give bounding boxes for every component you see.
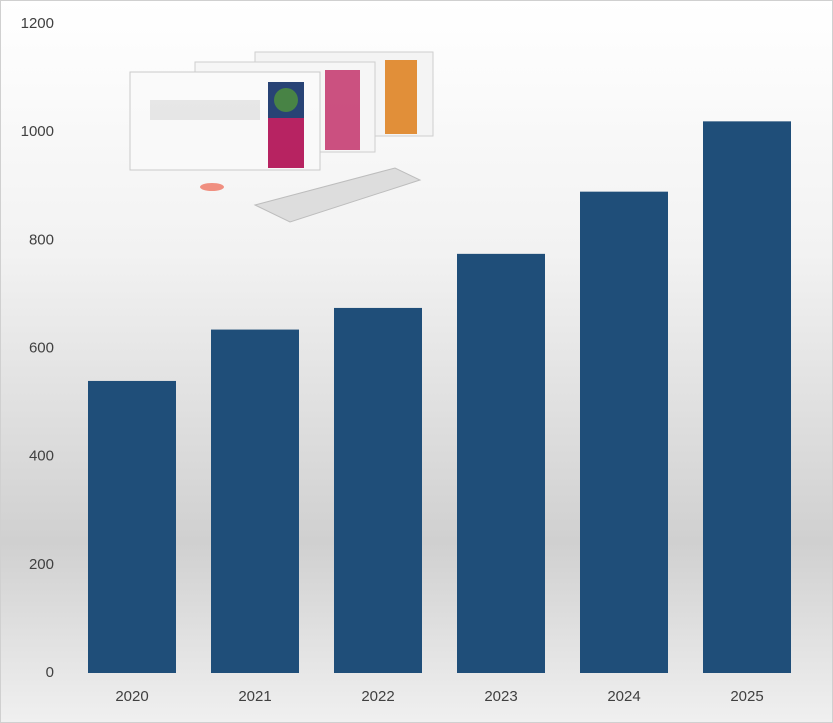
x-tick-label: 2021 xyxy=(238,688,271,705)
x-tick-label: 2024 xyxy=(607,688,640,705)
x-tick-label: 2025 xyxy=(730,688,763,705)
product-photo xyxy=(129,51,434,223)
bar xyxy=(88,380,176,673)
y-tick-label: 0 xyxy=(46,664,54,681)
y-tick-label: 1000 xyxy=(21,123,54,140)
bar xyxy=(703,121,791,674)
y-tick-label: 1200 xyxy=(21,15,54,32)
bar xyxy=(580,191,668,674)
y-tick-label: 200 xyxy=(29,556,54,573)
x-tick-label: 2023 xyxy=(484,688,517,705)
y-tick-label: 400 xyxy=(29,448,54,465)
bar xyxy=(457,253,545,673)
x-tick-label: 2020 xyxy=(115,688,148,705)
bar xyxy=(334,307,422,673)
bar xyxy=(211,329,299,673)
x-tick-label: 2022 xyxy=(361,688,394,705)
y-tick-label: 600 xyxy=(29,339,54,356)
y-tick-label: 800 xyxy=(29,231,54,248)
